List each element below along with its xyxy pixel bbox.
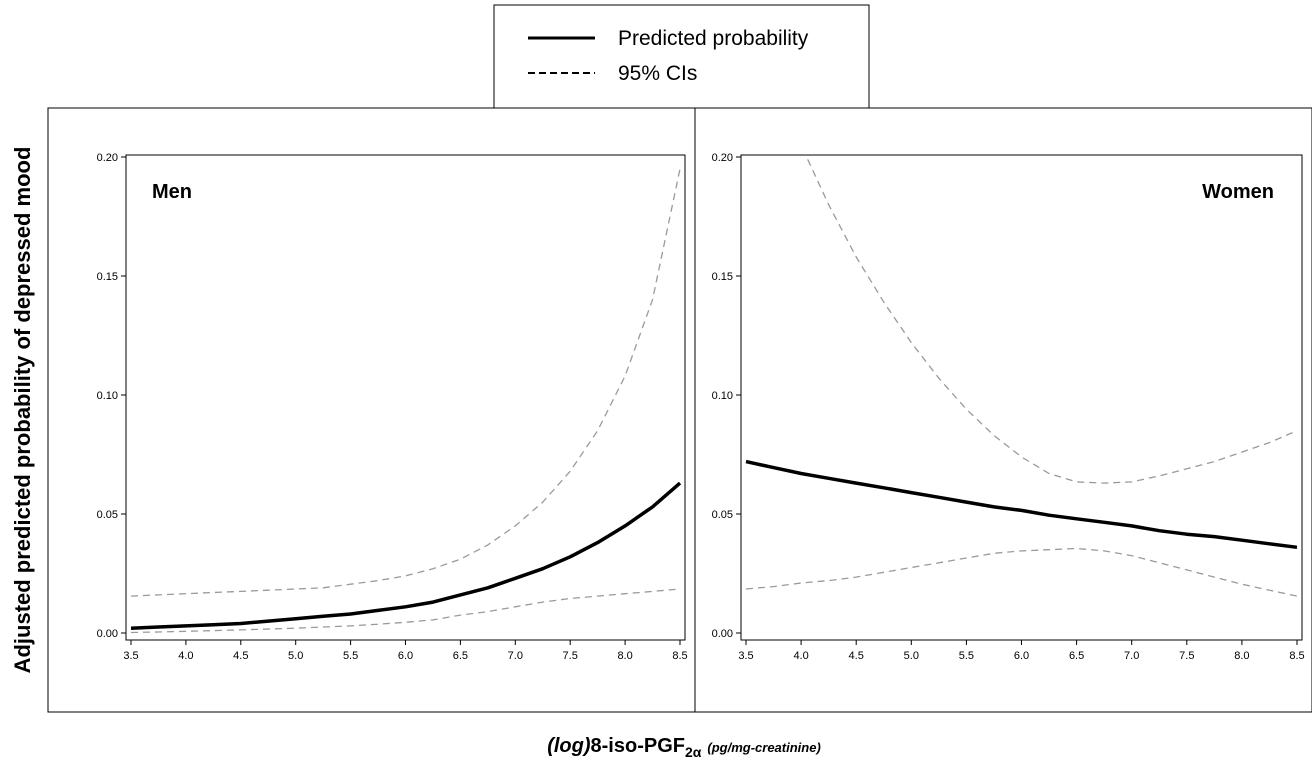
plot-area-frame xyxy=(740,154,1303,641)
series-line-ci-lower xyxy=(745,547,1298,597)
y-tick-label: 0.20 xyxy=(97,152,118,164)
x-tick-label: 6.5 xyxy=(1069,650,1084,662)
series-line-ci-upper xyxy=(130,168,681,597)
y-tick-label: 0.15 xyxy=(712,271,733,283)
x-tick-label: 7.5 xyxy=(1179,650,1194,662)
series-line-predicted xyxy=(745,459,1298,550)
plot-area-frame xyxy=(125,154,686,641)
panels-frame xyxy=(47,107,1312,713)
x-tick-label: 4.0 xyxy=(793,650,808,662)
y-tick-label: 0.10 xyxy=(712,390,733,402)
legend-box xyxy=(493,4,870,109)
x-tick-label: 8.0 xyxy=(1234,650,1249,662)
y-axis-label: Adjusted predicted probability of depres… xyxy=(10,147,35,674)
x-tick-label: 5.0 xyxy=(288,650,303,662)
x-axis-label-subscript: 2α xyxy=(685,744,702,760)
x-tick-label: 6.5 xyxy=(453,650,468,662)
x-tick-label: 4.5 xyxy=(233,650,248,662)
x-tick-label: 4.0 xyxy=(178,650,193,662)
x-axis-label: (log)8-iso-PGF2α (pg/mg-creatinine) xyxy=(547,735,821,760)
x-tick-label: 4.5 xyxy=(849,650,864,662)
x-tick-label: 6.0 xyxy=(398,650,413,662)
y-tick-label: 0.15 xyxy=(97,271,118,283)
x-axis-label-unit: (pg/mg-creatinine) xyxy=(707,740,820,755)
x-tick-label: 3.5 xyxy=(123,650,138,662)
x-tick-label: 7.5 xyxy=(563,650,578,662)
panel-women: 3.5 4.0 4.5 5.0 5.5 6.0 6.5 7.0 7.5 8.0 8.5 0.00 0.0… xyxy=(712,152,1305,662)
x-tick-label: 3.5 xyxy=(738,650,753,662)
y-tick-label: 0.05 xyxy=(712,509,733,521)
y-tick-label: 0.00 xyxy=(97,628,118,640)
x-tick-label: 8.0 xyxy=(617,650,632,662)
y-tick-label: 0.10 xyxy=(97,390,118,402)
x-tick-label: 7.0 xyxy=(1124,650,1139,662)
y-tick-label: 0.20 xyxy=(712,152,733,164)
x-tick-label: 6.0 xyxy=(1014,650,1029,662)
x-tick-label: 8.5 xyxy=(1289,650,1304,662)
x-axis-label-prefix: (log) xyxy=(547,735,591,757)
panel-men: 3.5 4.0 4.5 5.0 5.5 6.0 6.5 7.0 7.5 8.0 8.5 0.00 0.0… xyxy=(97,152,688,662)
series-line-predicted xyxy=(130,481,682,630)
y-tick-label: 0.00 xyxy=(712,628,733,640)
x-tick-label: 5.5 xyxy=(959,650,974,662)
legend-label-predicted: Predicted probability xyxy=(618,27,809,50)
legend: Predicted probability 95% CIs xyxy=(493,4,870,109)
panel-title: Men xyxy=(152,181,192,203)
y-tick-label: 0.05 xyxy=(97,509,118,521)
panel-title: Women xyxy=(1202,181,1274,203)
x-tick-label: 7.0 xyxy=(508,650,523,662)
x-tick-label: 8.5 xyxy=(672,650,687,662)
series-line-ci-lower xyxy=(130,588,681,634)
x-axis-label-main: 8-iso-PGF xyxy=(591,735,685,757)
x-tick-label: 5.5 xyxy=(343,650,358,662)
x-tick-label: 5.0 xyxy=(904,650,919,662)
legend-label-ci: 95% CIs xyxy=(618,62,697,85)
